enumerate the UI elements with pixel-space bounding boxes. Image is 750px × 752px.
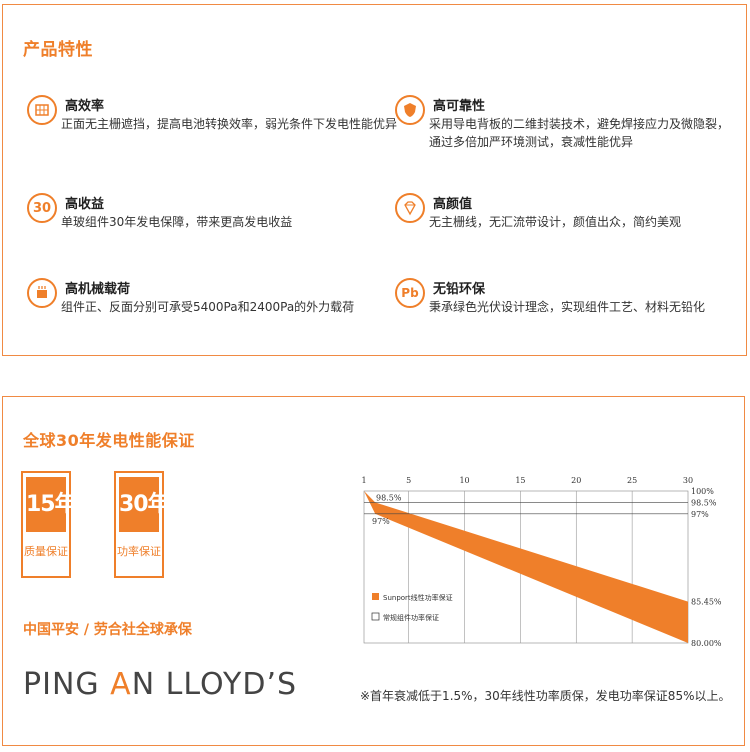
ping-an-lloyds-logo: PING AN LLOYD’S [23, 667, 298, 702]
legend-label-conventional: 常规组件功率保证 [383, 613, 439, 622]
feature-lead-free: Pb 无铅环保 秉承绿色光伏设计理念，实现组件工艺、材料无铅化 [395, 278, 725, 328]
x-tick-label: 25 [627, 476, 637, 485]
badge-label: 质量保证 [24, 545, 68, 558]
feature-description: 正面无主栅遮挡，提高电池转换效率，弱光条件下发电性能优异 [61, 117, 398, 131]
badge-label: 功率保证 [117, 545, 161, 558]
lead-free-icon: Pb [395, 278, 425, 308]
power-warranty-badge: 30年 功率保证 [114, 471, 170, 578]
feature-description: 单玻组件30年发电保障，带来更高发电收益 [61, 215, 293, 229]
right-axis-label: 80.00% [691, 639, 722, 648]
right-axis-label: 98.5% [691, 498, 717, 507]
feature-mechanical-load: 高机械载荷 组件正、反面分别可承受5400Pa和2400Pa的外力载荷 [27, 278, 367, 328]
right-axis-label: 85.45% [691, 598, 722, 607]
legend-swatch-conventional [371, 612, 380, 621]
feature-title: 高机械载荷 [65, 282, 131, 297]
feature-high-appearance: 高颜值 无主栅线，无汇流带设计，颜值出众，简约美观 [395, 193, 725, 243]
legend-label-sunport: Sunport线性功率保证 [383, 593, 453, 602]
quality-warranty-badge: 15年 质量保证 [21, 471, 77, 578]
load-panel-icon [27, 278, 57, 308]
insurer-title: 中国平安 / 劳合社全球承保 [23, 622, 192, 638]
left-label: 97% [372, 517, 390, 526]
badge-number: 15年 [26, 477, 77, 532]
feature-description: 秉承绿色光伏设计理念，实现组件工艺、材料无铅化 [429, 300, 706, 314]
badge-number: 30年 [119, 477, 170, 532]
feature-title: 高效率 [65, 99, 105, 114]
feature-description: 无主栅线，无汇流带设计，颜值出众，简约美观 [429, 215, 682, 229]
x-tick-label: 10 [459, 476, 469, 485]
sunport-warranty-band [364, 491, 688, 643]
shield-icon [395, 95, 425, 125]
30-badge-icon: 30 [27, 193, 57, 223]
warranty-panel: 全球30年发电性能保证 15年 质量保证 30年 功率保证 中国平安 / 劳合社… [2, 396, 745, 746]
x-tick-label: 30 [683, 476, 693, 485]
legend-swatch-sunport [372, 593, 379, 600]
features-title: 产品特性 [23, 40, 93, 60]
right-axis-label: 97% [691, 510, 709, 519]
product-features-panel: 产品特性 高效率 正面无主栅遮挡，提高电池转换效率，弱光条件下发电性能优异 高可… [2, 4, 747, 356]
feature-high-reliability: 高可靠性 采用导电背板的二维封装技术，避免焊接应力及微隐裂，通过多倍加严环境测试… [395, 95, 735, 165]
feature-description: 组件正、反面分别可承受5400Pa和2400Pa的外力载荷 [61, 300, 355, 314]
right-axis-label: 100% [691, 487, 714, 496]
x-tick-label: 1 [361, 476, 366, 485]
feature-title: 无铅环保 [433, 282, 486, 297]
warranty-title: 全球30年发电性能保证 [23, 431, 195, 450]
feature-high-yield: 30 高收益 单玻组件30年发电保障，带来更高发电收益 [27, 193, 357, 243]
feature-title: 高颜值 [433, 197, 473, 212]
solar-cell-icon [27, 95, 57, 125]
feature-description: 采用导电背板的二维封装技术，避免焊接应力及微隐裂，通过多倍加严环境测试，衰减性能… [429, 117, 730, 149]
x-tick-label: 20 [571, 476, 581, 485]
feature-high-efficiency: 高效率 正面无主栅遮挡，提高电池转换效率，弱光条件下发电性能优异 [27, 95, 397, 145]
diamond-icon [395, 193, 425, 223]
left-label: 98.5% [376, 493, 402, 502]
feature-title: 高可靠性 [433, 99, 486, 114]
feature-title: 高收益 [65, 197, 105, 212]
warranty-note: ※首年衰减低于1.5%，30年线性功率质保，发电功率保证85%以上。 [360, 689, 731, 703]
power-warranty-chart: 1 5 10 15 20 25 30100%98.5%97%85.45%80.00%98.5… [361, 476, 722, 648]
x-tick-label: 15 [515, 476, 525, 485]
x-tick-label: 5 [406, 476, 411, 485]
